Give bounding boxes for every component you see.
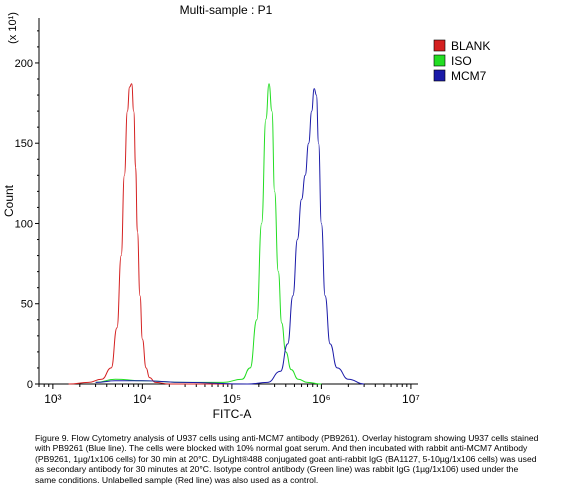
y-axis-multiplier: (x 10¹) xyxy=(7,12,19,44)
legend-label-iso: ISO xyxy=(451,54,472,68)
x-tick-label: 10³ xyxy=(44,392,61,406)
y-tick-label: 50 xyxy=(21,299,33,311)
legend-swatch-iso xyxy=(433,54,446,67)
plot-frame xyxy=(38,18,418,385)
y-tick-label: 0 xyxy=(27,379,33,391)
x-tick-label: 10⁶ xyxy=(312,392,330,406)
legend-swatch-blank xyxy=(433,39,446,52)
x-axis-ticks: 10³ 10⁴ 10⁵ 10⁶ 10⁷ xyxy=(38,384,420,406)
legend-swatch-mcm7 xyxy=(433,69,446,82)
y-tick-label: 100 xyxy=(15,218,33,230)
y-axis-label: Count xyxy=(2,184,16,217)
chart-title: Multi-sample : P1 xyxy=(180,3,273,17)
series-line-mcm7 xyxy=(95,88,365,385)
series-line-blank xyxy=(68,83,232,385)
series-layer xyxy=(68,83,365,385)
x-axis-label: FITC-A xyxy=(213,407,252,421)
x-tick-label: 10⁷ xyxy=(402,392,420,406)
legend-label-mcm7: MCM7 xyxy=(451,69,487,83)
x-tick-label: 10⁴ xyxy=(133,392,152,406)
series-line-iso xyxy=(95,83,322,385)
x-tick-label: 10⁵ xyxy=(223,392,241,406)
y-axis-ticks: 0 50 100 150 200 xyxy=(15,30,39,391)
y-tick-label: 200 xyxy=(15,58,33,70)
flow-cytometry-chart: Multi-sample : P1 0 50 100 150 200 10³ 10⁴ 10⁵… xyxy=(2,3,490,421)
y-tick-label: 150 xyxy=(15,138,33,150)
legend-label-blank: BLANK xyxy=(451,39,490,53)
figure-caption: Figure 9. Flow Cytometry analysis of U93… xyxy=(35,433,539,485)
